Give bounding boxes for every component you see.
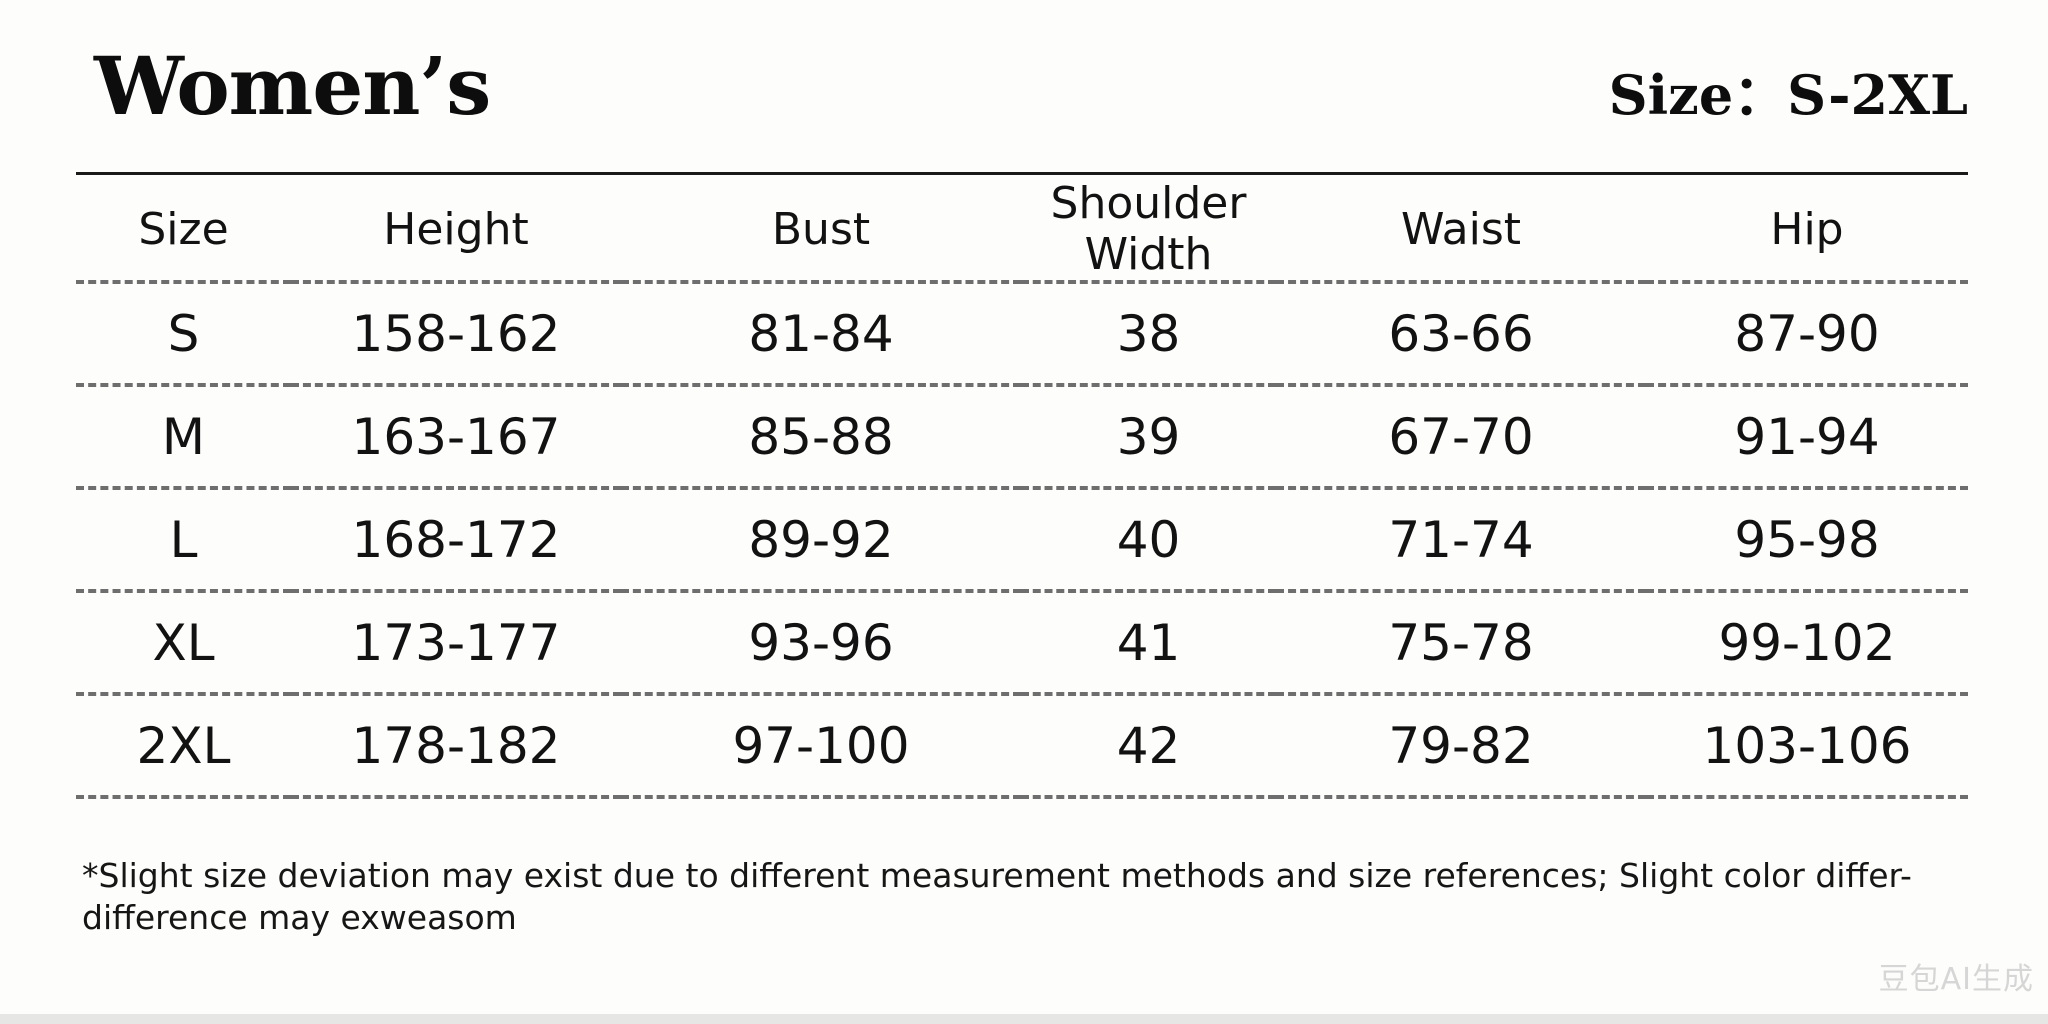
cell-size: L xyxy=(76,488,291,593)
bottom-edge-band xyxy=(0,1014,2048,1024)
cell-shoulder-width: 39 xyxy=(1021,385,1276,490)
cell-bust: 89-92 xyxy=(621,488,1021,593)
column-header-height: Height xyxy=(291,178,621,284)
cell-shoulder-width: 41 xyxy=(1021,591,1276,696)
size-chart-table: Size Height Bust Shoulder Width Waist Hi… xyxy=(76,178,1968,799)
cell-size: XL xyxy=(76,591,291,696)
column-header-hip: Hip xyxy=(1646,178,1968,284)
column-header-size: Size xyxy=(76,178,291,284)
cell-size: S xyxy=(76,282,291,387)
watermark: 豆包AI生成 xyxy=(1878,962,2034,997)
cell-shoulder-width: 38 xyxy=(1021,282,1276,387)
cell-hip: 91-94 xyxy=(1646,385,1968,490)
table-row: S 158-162 81-84 38 63-66 87-90 xyxy=(76,282,1968,387)
page-title: Women’s xyxy=(94,39,491,133)
footnote: *Slight size deviation may exist due to … xyxy=(82,855,1942,939)
footnote-line-1: *Slight size deviation may exist due to … xyxy=(82,856,1912,895)
cell-height: 158-162 xyxy=(291,282,621,387)
cell-bust: 81-84 xyxy=(621,282,1021,387)
cell-shoulder-width: 42 xyxy=(1021,694,1276,799)
cell-waist: 67-70 xyxy=(1276,385,1646,490)
table-header-row: Size Height Bust Shoulder Width Waist Hi… xyxy=(76,178,1968,284)
cell-waist: 71-74 xyxy=(1276,488,1646,593)
cell-hip: 95-98 xyxy=(1646,488,1968,593)
cell-size: 2XL xyxy=(76,694,291,799)
table-row: L 168-172 89-92 40 71-74 95-98 xyxy=(76,488,1968,593)
cell-height: 163-167 xyxy=(291,385,621,490)
footnote-line-2: difference may exweasom xyxy=(82,898,517,937)
cell-bust: 93-96 xyxy=(621,591,1021,696)
cell-hip: 99-102 xyxy=(1646,591,1968,696)
size-range-label: Size：S-2XL xyxy=(1608,63,1968,127)
column-header-bust: Bust xyxy=(621,178,1021,284)
table-row: M 163-167 85-88 39 67-70 91-94 xyxy=(76,385,1968,490)
table-row: XL 173-177 93-96 41 75-78 99-102 xyxy=(76,591,1968,696)
cell-bust: 85-88 xyxy=(621,385,1021,490)
cell-waist: 79-82 xyxy=(1276,694,1646,799)
table-row: 2XL 178-182 97-100 42 79-82 103-106 xyxy=(76,694,1968,799)
column-header-shoulder-width: Shoulder Width xyxy=(1021,178,1276,284)
cell-height: 173-177 xyxy=(291,591,621,696)
cell-waist: 63-66 xyxy=(1276,282,1646,387)
cell-size: M xyxy=(76,385,291,490)
cell-hip: 87-90 xyxy=(1646,282,1968,387)
cell-shoulder-width: 40 xyxy=(1021,488,1276,593)
cell-hip: 103-106 xyxy=(1646,694,1968,799)
column-header-waist: Waist xyxy=(1276,178,1646,284)
cell-height: 178-182 xyxy=(291,694,621,799)
cell-bust: 97-100 xyxy=(621,694,1021,799)
cell-waist: 75-78 xyxy=(1276,591,1646,696)
title-divider xyxy=(76,172,1968,175)
cell-height: 168-172 xyxy=(291,488,621,593)
